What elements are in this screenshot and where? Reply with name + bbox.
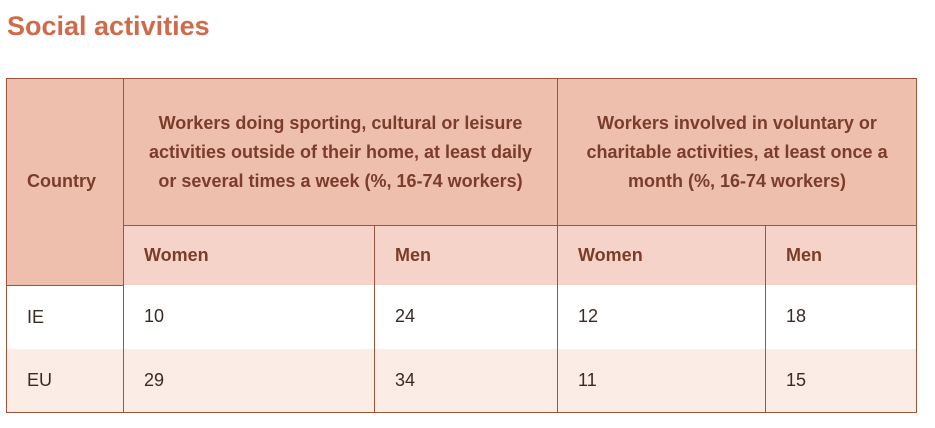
value-cell: 34 (373, 348, 559, 413)
subheader-women: Women (557, 225, 767, 285)
table-subheader-row: Women Men Women Men (7, 225, 918, 285)
value-cell: 15 (765, 348, 918, 413)
country-cell: EU (6, 348, 124, 413)
value-cell: 29 (123, 348, 375, 413)
country-column-header: Country (6, 78, 124, 286)
table-header-row: Country Workers doing sporting, cultural… (6, 78, 918, 286)
value-cell: 10 (123, 285, 375, 349)
table-row: EU 29 34 11 15 (6, 348, 918, 413)
sporting-activities-header: Workers doing sporting, cultural or leis… (122, 78, 559, 226)
voluntary-activities-header: Workers involved in voluntary or charita… (557, 78, 918, 226)
social-activities-table: Country Workers doing sporting, cultural… (6, 78, 918, 413)
value-cell: 12 (557, 285, 767, 349)
subheader-men: Men (765, 225, 918, 285)
value-cell: 18 (765, 285, 918, 349)
subheader-women: Women (123, 225, 375, 285)
country-cell: IE (6, 285, 124, 349)
value-cell: 11 (557, 348, 767, 413)
value-cell: 24 (373, 285, 559, 349)
table-row: IE 10 24 12 18 (6, 285, 918, 349)
page-title: Social activities (7, 11, 210, 41)
subheader-men: Men (373, 225, 559, 285)
